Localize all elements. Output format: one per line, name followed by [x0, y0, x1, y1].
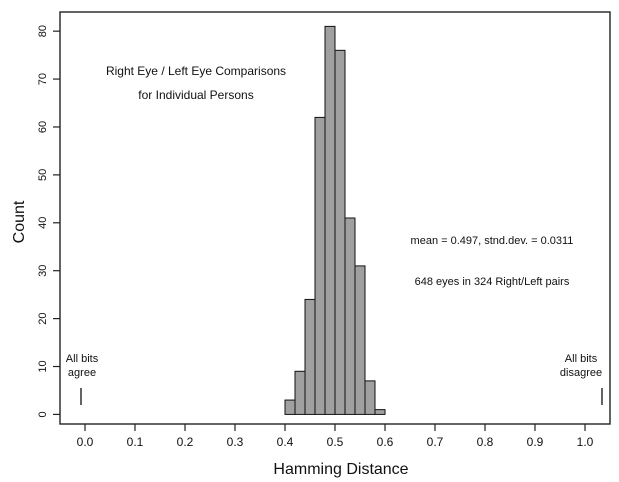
x-tick-label: 0.5	[327, 435, 344, 449]
all-bits-agree-label-line2: agree	[68, 367, 96, 379]
x-axis-label: Hamming Distance	[273, 461, 408, 478]
x-tick-label: 0.3	[227, 435, 244, 449]
y-axis-label: Count	[11, 200, 28, 243]
y-axis: 0 10 20 30 40 50 60 70 80	[37, 25, 60, 417]
x-tick-label: 0.6	[377, 435, 394, 449]
histogram-bar	[314, 116, 326, 415]
y-tick-label: 60	[37, 121, 49, 133]
x-axis: 0.0 0.1 0.2 0.3 0.4 0.5 0.6 0.7 0.8 0.9 1.0	[77, 424, 594, 449]
histogram-bar	[324, 25, 336, 415]
x-tick-label: 0.1	[127, 435, 144, 449]
all-bits-disagree-label-line2: disagree	[560, 367, 602, 379]
x-tick-label: 0.8	[477, 435, 494, 449]
y-tick-label: 50	[37, 169, 49, 181]
histogram-bar	[334, 49, 346, 415]
y-tick-label: 20	[37, 312, 49, 324]
stats-annotation-line2: 648 eyes in 324 Right/Left pairs	[415, 276, 570, 288]
y-tick-label: 80	[37, 25, 49, 37]
y-tick-label: 70	[37, 73, 49, 85]
x-tick-label: 0.4	[277, 435, 294, 449]
histogram-bar	[364, 380, 376, 415]
x-tick-label: 0.2	[177, 435, 194, 449]
all-bits-disagree-label-line1: All bits	[565, 353, 598, 365]
y-tick-label: 40	[37, 217, 49, 229]
stats-annotation-line1: mean = 0.497, stnd.dev. = 0.0311	[411, 235, 574, 247]
y-tick-label: 30	[37, 265, 49, 277]
histogram-bar	[304, 298, 316, 415]
x-tick-label: 0.7	[427, 435, 444, 449]
y-tick-label: 0	[37, 411, 49, 417]
all-bits-agree-label-line1: All bits	[66, 353, 99, 365]
x-tick-label: 0.9	[527, 435, 544, 449]
histogram-bar	[284, 399, 296, 415]
bars-group	[284, 25, 386, 415]
histogram-bar	[374, 409, 386, 415]
chart-annotation-title-line1: Right Eye / Left Eye Comparisons	[106, 64, 286, 78]
y-tick-label: 10	[37, 360, 49, 372]
histogram-bar	[344, 217, 356, 415]
histogram-bar	[294, 370, 306, 415]
histogram-bar	[354, 265, 366, 415]
x-tick-label: 0.0	[77, 435, 94, 449]
x-tick-label: 1.0	[577, 435, 594, 449]
chart-annotation-title-line2: for Individual Persons	[138, 88, 253, 102]
